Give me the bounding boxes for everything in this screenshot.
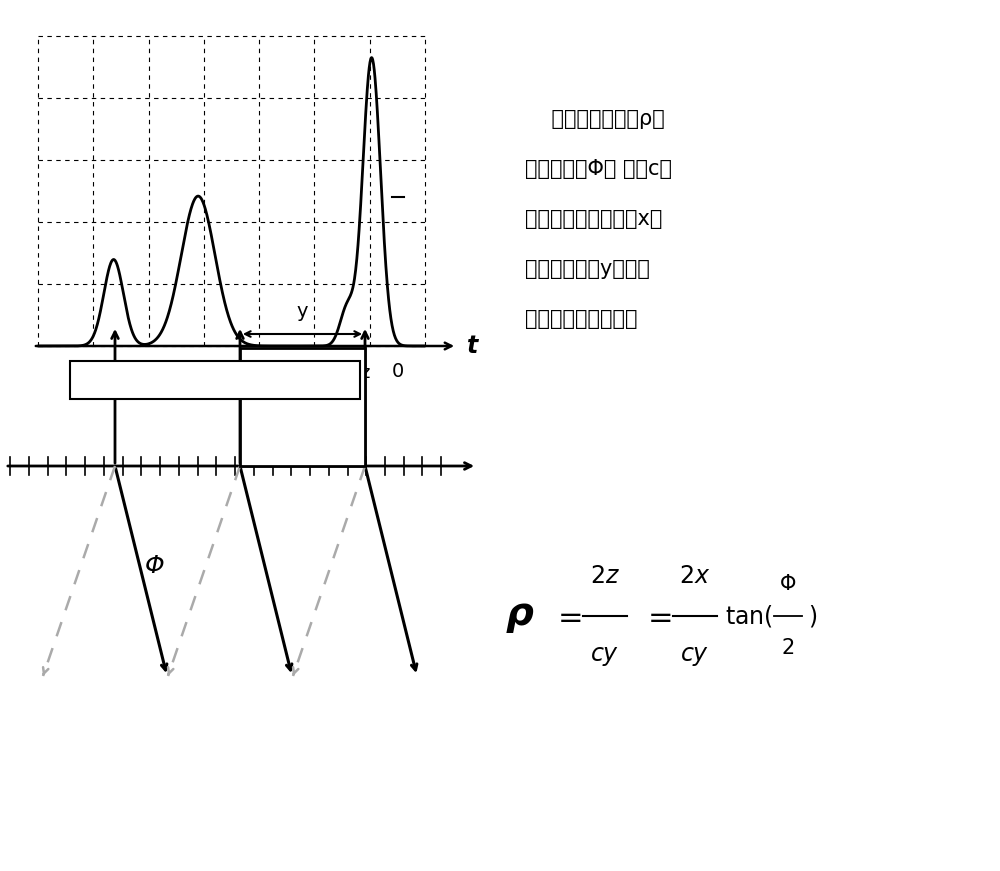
Text: 非共线夹角Φ， 光速c，: 非共线夹角Φ， 光速c， [525,159,672,179]
Text: 相关信号尺寸y的时空: 相关信号尺寸y的时空 [525,259,650,279]
Text: CCD: CCD [194,370,236,389]
Text: $\boldsymbol{\rho}$: $\boldsymbol{\rho}$ [505,597,534,635]
Text: $=$: $=$ [552,602,582,631]
Text: $2x$: $2x$ [679,564,711,588]
Bar [70,361,360,399]
Text: $=$: $=$ [642,602,672,631]
Text: 变换函数关系如下：: 变换函数关系如下： [525,309,638,329]
Text: x: x [279,390,290,408]
Text: 空间光调制单元尺寸x，: 空间光调制单元尺寸x， [525,209,662,229]
Text: $cy$: $cy$ [680,644,710,668]
Text: 时间单元分辨率ρ，: 时间单元分辨率ρ， [525,109,665,129]
Text: Φ: Φ [145,554,165,578]
Bar [240,348,365,466]
Text: $cy$: $cy$ [590,644,620,668]
Text: 0: 0 [392,362,404,381]
Text: $\Phi$: $\Phi$ [779,574,797,594]
Text: $)$: $)$ [808,603,817,629]
Text: y: y [297,302,308,321]
Text: t: t [467,334,478,358]
Text: $2$: $2$ [781,638,795,658]
Text: $2z$: $2z$ [590,564,620,588]
Text: z: z [360,364,369,382]
Text: $\mathrm{tan}($: $\mathrm{tan}($ [725,603,773,629]
